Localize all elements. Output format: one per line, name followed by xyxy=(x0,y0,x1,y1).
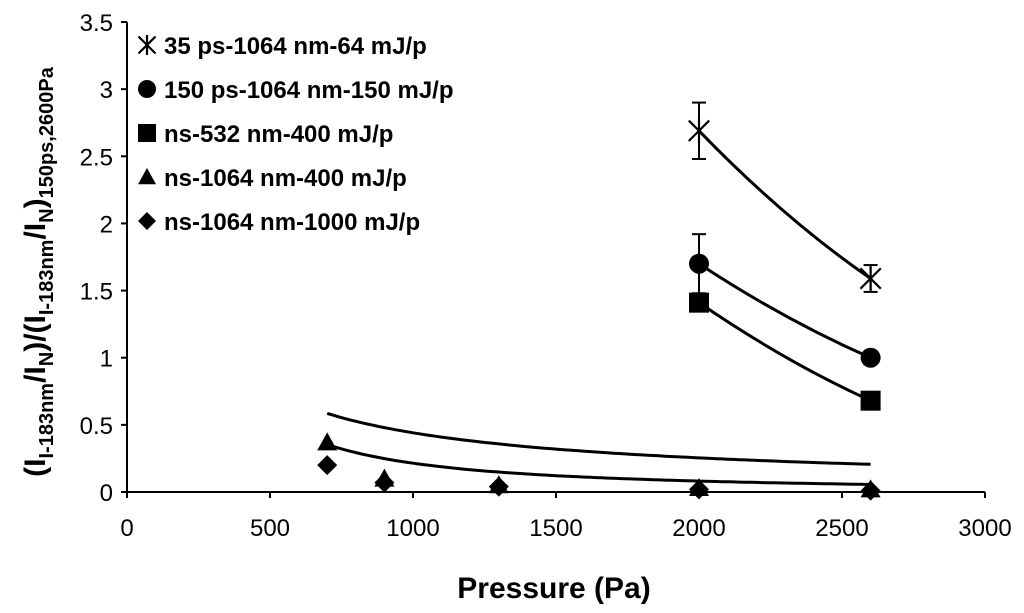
y-title-part-1: (I xyxy=(19,459,52,477)
data-markers xyxy=(317,118,882,501)
legend-label: ns-1064 nm-1000 mJ/p xyxy=(164,209,420,236)
y-tick-label: 0.5 xyxy=(80,413,113,440)
legend-marker-star xyxy=(137,35,157,55)
y-tick-label: 1.5 xyxy=(80,279,113,306)
data-point-diamond xyxy=(374,472,395,493)
data-point-circle xyxy=(689,253,709,274)
legend-marker-triangle xyxy=(138,168,156,185)
y-title-part-5: ) xyxy=(19,198,52,208)
legend-label: ns-1064 nm-400 mJ/p xyxy=(164,165,407,192)
x-tick-label: 1500 xyxy=(529,515,582,542)
y-tick-label: 3.5 xyxy=(80,10,113,37)
legend-marker-diamond xyxy=(138,212,156,230)
fit-curve-3 xyxy=(326,411,871,466)
y-title-sub-1: I-183nm xyxy=(36,383,58,459)
fit-curve-0 xyxy=(697,129,872,280)
y-title-sub-5: 150ps,2600Pa xyxy=(36,66,58,198)
legend-marker-circle xyxy=(138,80,156,98)
tick-labels: 0 500 1000 1500 2000 2500 3000 0 0.5 1 1.5 2 2.5 3 3.5 xyxy=(80,10,1012,542)
fit-curve-1 xyxy=(698,262,872,360)
y-tick-label: 2 xyxy=(100,211,113,238)
x-tick-label: 2500 xyxy=(815,515,868,542)
y-title-sub-2: N xyxy=(36,352,58,366)
data-point-square xyxy=(689,292,709,313)
data-point-triangle xyxy=(317,432,338,451)
y-title-sub-4: N xyxy=(36,208,58,222)
y-title-part-2: /I xyxy=(19,366,52,383)
legend-marker-square xyxy=(138,124,156,142)
x-tick-label: 2000 xyxy=(672,515,725,542)
y-title-part-3: )/(I xyxy=(19,315,52,352)
axes xyxy=(121,21,986,498)
x-tick-label: 3000 xyxy=(958,515,1011,542)
y-tick-label: 0 xyxy=(100,480,113,507)
data-point-diamond xyxy=(689,479,709,500)
x-tick-label: 1000 xyxy=(386,515,439,542)
y-axis-title: (II-183nm/IN)/(II-183nm/IN)150ps,2600Pa xyxy=(19,66,58,477)
data-point-square xyxy=(860,390,881,411)
y-tick-label: 1 xyxy=(100,346,113,373)
y-tick-label: 2.5 xyxy=(80,144,113,171)
x-tick-label: 0 xyxy=(120,515,133,542)
legend: 35 ps-1064 nm-64 mJ/p 150 ps-1064 nm-150 … xyxy=(137,33,454,236)
fit-lines xyxy=(326,129,872,486)
data-point-diamond xyxy=(317,455,338,476)
data-point-star xyxy=(859,266,882,291)
fit-curve-4 xyxy=(326,443,871,486)
y-tick-label: 3 xyxy=(100,77,113,104)
data-point-diamond xyxy=(488,476,509,497)
x-tick-label: 500 xyxy=(250,515,290,542)
data-point-diamond xyxy=(860,480,881,501)
y-title-part-4: /I xyxy=(19,223,52,240)
fit-curve-2 xyxy=(698,301,872,403)
y-title-sub-3: I-183nm xyxy=(36,240,58,316)
legend-label: 150 ps-1064 nm-150 mJ/p xyxy=(164,77,454,104)
legend-label: 35 ps-1064 nm-64 mJ/p xyxy=(164,33,427,60)
legend-label: ns-532 nm-400 mJ/p xyxy=(164,121,393,148)
x-axis-title: Pressure (Pa) xyxy=(457,572,650,605)
data-point-star xyxy=(688,118,710,143)
data-point-circle xyxy=(860,347,881,368)
